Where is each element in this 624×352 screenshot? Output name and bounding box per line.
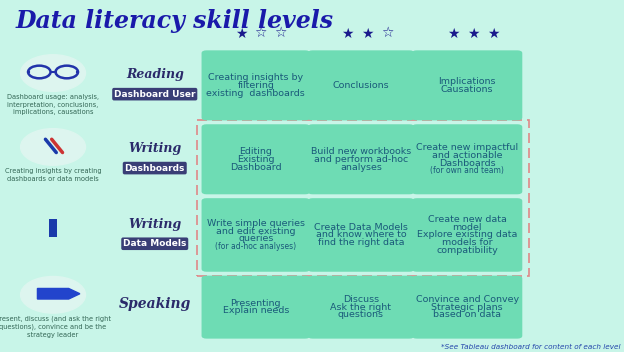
Text: ★: ★ bbox=[467, 26, 479, 40]
FancyBboxPatch shape bbox=[412, 198, 522, 272]
Text: Reading: Reading bbox=[126, 68, 183, 81]
Text: (for ad-hoc analyses): (for ad-hoc analyses) bbox=[215, 242, 296, 251]
Text: Dashboards: Dashboards bbox=[125, 164, 185, 172]
Text: ★: ★ bbox=[361, 26, 373, 40]
Text: models for: models for bbox=[442, 238, 492, 247]
Text: Write simple queries: Write simple queries bbox=[207, 219, 305, 228]
Text: Dashboard User: Dashboard User bbox=[114, 90, 195, 99]
Circle shape bbox=[21, 128, 85, 165]
FancyBboxPatch shape bbox=[202, 50, 310, 120]
Text: Create Data Models: Create Data Models bbox=[314, 223, 408, 232]
Text: Convince and Convey: Convince and Convey bbox=[416, 295, 519, 304]
Text: Dashboard usage: analysis,
interpretation, conclusions,
implications, causations: Dashboard usage: analysis, interpretatio… bbox=[7, 94, 99, 115]
Text: and actionable: and actionable bbox=[432, 151, 502, 160]
Text: Creating insights by creating
dashboards or data models: Creating insights by creating dashboards… bbox=[5, 168, 101, 182]
Text: Existing: Existing bbox=[237, 155, 275, 164]
FancyBboxPatch shape bbox=[412, 276, 522, 339]
Circle shape bbox=[21, 277, 85, 313]
FancyBboxPatch shape bbox=[308, 50, 414, 120]
FancyBboxPatch shape bbox=[202, 276, 310, 339]
Text: Conclusions: Conclusions bbox=[333, 81, 389, 90]
Text: Writing: Writing bbox=[128, 142, 182, 155]
Text: Creating insights by: Creating insights by bbox=[208, 73, 303, 82]
Text: Strategic plans: Strategic plans bbox=[431, 303, 503, 312]
Text: ☆: ☆ bbox=[275, 26, 287, 40]
Text: (for own and team): (for own and team) bbox=[430, 166, 504, 175]
Text: filtering: filtering bbox=[237, 81, 275, 90]
Text: ★: ★ bbox=[487, 26, 499, 40]
Text: ★: ★ bbox=[235, 26, 247, 40]
Text: find the right data: find the right data bbox=[318, 238, 404, 247]
Text: ★: ★ bbox=[341, 26, 353, 40]
Text: based on data: based on data bbox=[433, 310, 501, 319]
Text: Build new workbooks: Build new workbooks bbox=[311, 147, 411, 156]
FancyBboxPatch shape bbox=[202, 124, 310, 194]
Text: Ask the right: Ask the right bbox=[331, 303, 391, 312]
Text: Speaking: Speaking bbox=[119, 297, 191, 310]
Text: compatibility: compatibility bbox=[436, 246, 498, 255]
Text: Implications: Implications bbox=[438, 77, 496, 86]
Text: ★: ★ bbox=[447, 26, 459, 40]
Text: ☆: ☆ bbox=[381, 26, 393, 40]
Text: existing  dashboards: existing dashboards bbox=[207, 89, 305, 98]
Text: queries: queries bbox=[238, 234, 273, 243]
Text: Explore existing data: Explore existing data bbox=[417, 231, 517, 239]
Text: Presenting: Presenting bbox=[231, 299, 281, 308]
FancyBboxPatch shape bbox=[308, 276, 414, 339]
Text: questions: questions bbox=[338, 310, 384, 319]
FancyBboxPatch shape bbox=[412, 50, 522, 120]
Text: ☆: ☆ bbox=[255, 26, 267, 40]
Text: present, discuss (and ask the right
questions), convince and be the
strategy lea: present, discuss (and ask the right ques… bbox=[0, 316, 111, 338]
Text: model: model bbox=[452, 223, 482, 232]
Text: Discuss: Discuss bbox=[343, 295, 379, 304]
FancyBboxPatch shape bbox=[412, 124, 522, 194]
FancyBboxPatch shape bbox=[308, 124, 414, 194]
Circle shape bbox=[21, 55, 85, 91]
FancyBboxPatch shape bbox=[308, 198, 414, 272]
Text: Dashboard: Dashboard bbox=[230, 163, 281, 171]
Bar bbox=[197, 120, 529, 276]
Text: Create new data: Create new data bbox=[427, 215, 507, 224]
Text: Dashboards: Dashboards bbox=[439, 159, 495, 168]
Text: and edit existing: and edit existing bbox=[216, 227, 296, 235]
Text: Explain needs: Explain needs bbox=[223, 307, 289, 315]
FancyBboxPatch shape bbox=[202, 198, 310, 272]
Text: Editing: Editing bbox=[240, 147, 272, 156]
Text: Causations: Causations bbox=[441, 85, 494, 94]
Text: *See Tableau dashboard for content of each level: *See Tableau dashboard for content of ea… bbox=[441, 344, 621, 350]
Text: Data literacy skill levels: Data literacy skill levels bbox=[16, 9, 334, 33]
Bar bbox=[49, 219, 57, 237]
Text: and know where to: and know where to bbox=[316, 231, 406, 239]
Text: Data Models: Data Models bbox=[123, 239, 187, 248]
Text: Writing: Writing bbox=[128, 218, 182, 231]
Text: analyses: analyses bbox=[340, 163, 382, 171]
Text: and perform ad-hoc: and perform ad-hoc bbox=[314, 155, 408, 164]
Text: Create new impactful: Create new impactful bbox=[416, 143, 518, 152]
FancyArrow shape bbox=[37, 289, 80, 299]
